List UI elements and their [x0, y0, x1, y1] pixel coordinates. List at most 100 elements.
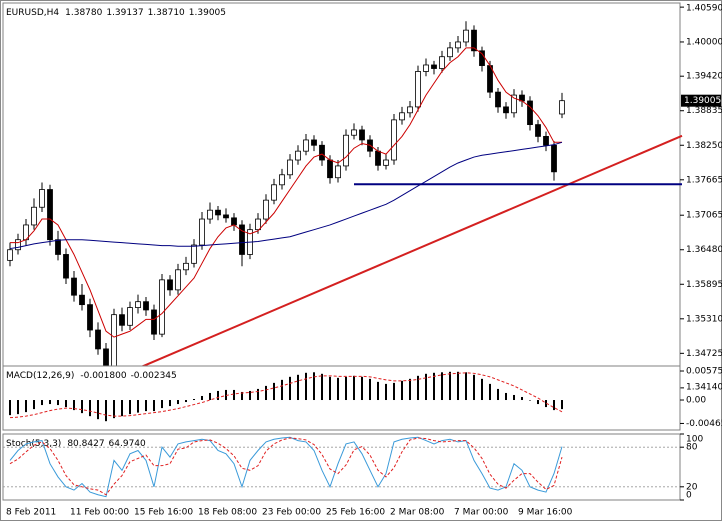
candle-body — [407, 106, 413, 114]
macd-bar — [25, 400, 27, 413]
candle-body — [375, 150, 381, 166]
panel-title-name: Stoch(5,3,3) — [6, 439, 61, 449]
panel-title: EURUSD,H4 1.38780 1.39137 1.38710 1.39005 — [6, 8, 226, 18]
macd-bar — [289, 376, 291, 401]
candle-body — [415, 71, 421, 108]
macd-bar — [121, 400, 123, 417]
macd-bar — [249, 390, 251, 401]
y-tick-label: 0.00 — [686, 396, 706, 406]
macd-bar — [9, 400, 11, 416]
macd-bar — [409, 378, 411, 401]
y-tick-label: 1.37665 — [686, 175, 722, 185]
candle-body — [135, 301, 141, 308]
macd-bar — [505, 392, 507, 401]
panel-title-name: EURUSD,H4 — [6, 8, 59, 18]
panel-title-value: 64.9740 — [109, 439, 146, 449]
candle-body — [391, 119, 397, 161]
candle-body — [399, 112, 405, 121]
candle-body — [231, 217, 237, 226]
candle-body — [47, 189, 53, 241]
panel-title: Stoch(5,3,3) 80.8427 64.9740 — [6, 439, 146, 449]
x-tick-label: 23 Feb 00:00 — [262, 508, 321, 518]
candle-body — [343, 134, 349, 167]
candle-body — [551, 144, 557, 173]
moving-average — [10, 47, 562, 338]
macd-bar — [305, 372, 307, 401]
panel-title-value: -0.001800 — [80, 371, 126, 381]
x-tick-label: 2 Mar 08:00 — [390, 508, 445, 518]
macd-bar — [353, 375, 355, 401]
macd-bar — [209, 392, 211, 401]
macd-bar — [481, 378, 483, 401]
panel-frame — [2, 433, 681, 501]
candle-body — [447, 47, 453, 58]
macd-bar — [201, 395, 203, 401]
stoch-line — [9, 436, 563, 498]
candle-body — [319, 144, 325, 161]
y-tick-label: -0.00465 — [686, 419, 722, 429]
macd-bar — [457, 371, 459, 401]
current-price-label: 1.39005 — [684, 96, 721, 106]
candle-body — [503, 106, 509, 114]
macd-bar — [545, 400, 547, 408]
candle-body — [175, 269, 181, 291]
macd-bar — [177, 400, 179, 405]
macd-bar — [113, 400, 115, 419]
macd-bar — [169, 400, 171, 407]
macd-bar — [265, 385, 267, 401]
candle-body — [327, 159, 333, 179]
candle-body — [463, 29, 469, 43]
panel-title-value: 1.39137 — [106, 8, 143, 18]
candle-body — [335, 165, 341, 179]
macd-bar — [57, 400, 59, 406]
macd-bar — [473, 374, 475, 401]
candle-body — [79, 294, 85, 306]
macd-bar — [281, 379, 283, 401]
x-tick-label: 8 Feb 2011 — [6, 508, 56, 518]
candle-body — [183, 262, 189, 271]
candle-body — [223, 214, 229, 219]
candle-body — [263, 199, 269, 220]
moving-average — [9, 141, 563, 250]
candle-body — [143, 301, 149, 311]
y-tick-label: 1.38250 — [686, 141, 722, 151]
candle-body — [279, 174, 285, 186]
candle-body — [31, 206, 37, 226]
y-tick-label: 1.38835 — [686, 106, 722, 116]
macd-bar — [465, 372, 467, 401]
y-tick-label: 1.39420 — [686, 72, 722, 82]
macd-bar — [153, 400, 155, 412]
macd-bar — [361, 376, 363, 401]
y-tick-label: 1.37065 — [686, 211, 722, 221]
macd-bar — [161, 400, 163, 409]
candle-body — [535, 124, 541, 137]
candle-body — [55, 239, 61, 255]
macd-bar — [41, 400, 43, 406]
candle-body — [495, 91, 501, 108]
candle-body — [199, 218, 205, 246]
candle-body — [151, 309, 157, 335]
candle-body — [527, 100, 533, 125]
macd-bar — [433, 372, 435, 401]
macd-bar — [521, 396, 523, 401]
y-tick-label: 20 — [686, 482, 698, 492]
y-tick-label: 1.34725 — [686, 349, 722, 359]
macd-bar — [241, 391, 243, 401]
y-tick-label: 1.35310 — [686, 314, 722, 324]
macd-bar — [425, 373, 427, 401]
candle-body — [239, 224, 245, 255]
candle-body — [431, 64, 437, 69]
candle-body — [95, 329, 101, 350]
macd-bar — [369, 378, 371, 401]
candle-body — [15, 239, 21, 251]
macd-bar — [385, 383, 387, 401]
macd-bar — [417, 375, 419, 401]
x-tick-label: 25 Feb 16:00 — [326, 508, 385, 518]
macd-bar — [513, 394, 515, 401]
macd-bar — [105, 400, 107, 422]
macd-bar — [89, 400, 91, 417]
macd-bar — [529, 400, 531, 401]
macd-bar — [129, 400, 131, 415]
candle-body — [559, 100, 565, 115]
candle-body — [255, 218, 261, 231]
